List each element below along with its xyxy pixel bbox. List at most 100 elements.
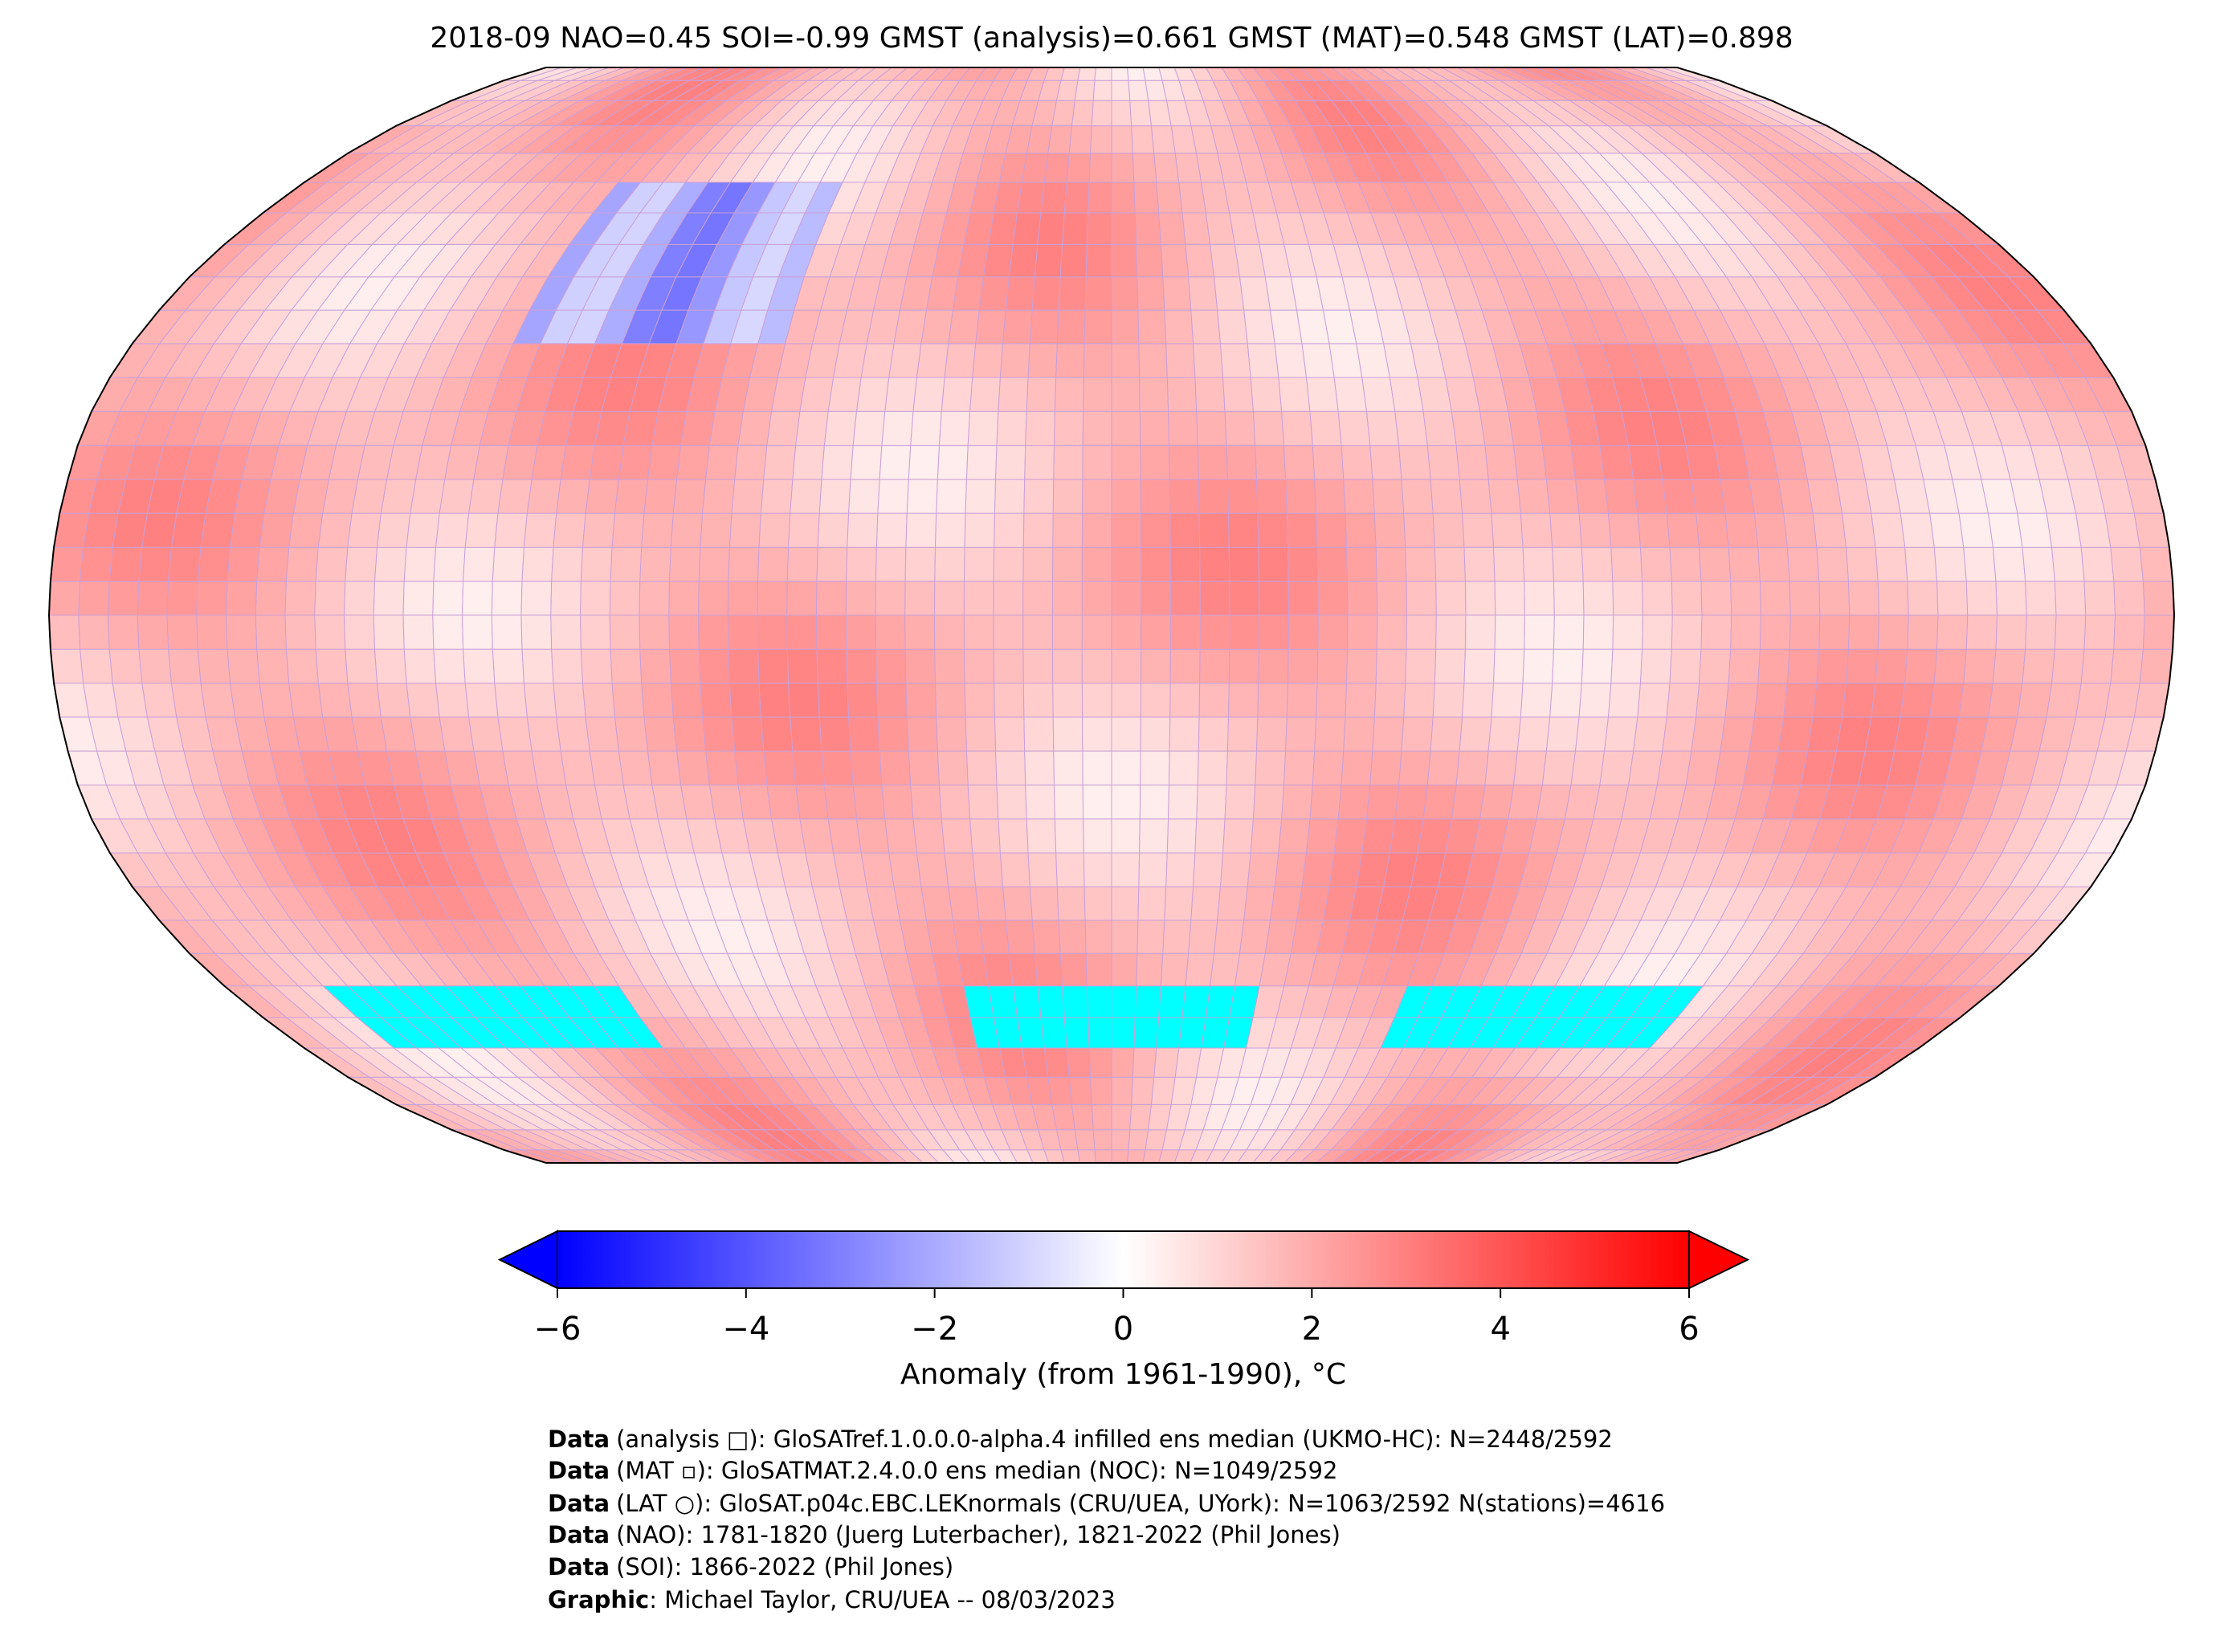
map-title: 2018-09 NAO=0.45 SOI=-0.99 GMST (analysi…: [430, 22, 1793, 55]
grid-cell: [1205, 67, 1231, 81]
grid-cell: [1522, 546, 1555, 582]
grid-cell: [1574, 479, 1610, 514]
grid-cell: [1900, 512, 1935, 548]
grid-cell: [772, 67, 815, 81]
grid-cell: [643, 479, 678, 514]
grid-cell: [964, 683, 996, 718]
grid-cell: [734, 445, 768, 480]
footer-line: Data (SOI): 1866-2022 (Phil Jones): [548, 1553, 953, 1581]
grid-cell: [255, 581, 287, 616]
grid-cell: [643, 716, 678, 752]
grid-cell: [1274, 852, 1308, 887]
grid-cell: [937, 445, 969, 480]
grid-cell: [1111, 1129, 1131, 1151]
grid-cell: [1140, 479, 1171, 514]
grid-cell: [1088, 1047, 1112, 1078]
grid-cell: [1494, 581, 1526, 616]
grid-cell: [1092, 1129, 1112, 1151]
grid-cell: [570, 67, 625, 81]
footer-line: Graphic: Michael Taylor, CRU/UEA -- 08/0…: [548, 1586, 1116, 1613]
grid-cell: [879, 445, 912, 480]
grid-cell: [702, 479, 736, 514]
grid-cell: [1582, 614, 1614, 650]
grid-cell: [1169, 512, 1201, 548]
grid-cell: [197, 648, 231, 684]
grid-cell: [1139, 410, 1170, 447]
grid-cell: [1777, 479, 1814, 514]
grid-cell: [906, 716, 938, 752]
grid-cell: [1435, 581, 1467, 616]
grid-cell: [1224, 784, 1256, 820]
grid-cell: [1111, 410, 1141, 447]
grid-cell: [1243, 886, 1275, 921]
map-outline: [47, 67, 2176, 1164]
grid-cell: [343, 614, 376, 650]
grid-cell: [1134, 212, 1161, 245]
grid-cell: [2017, 512, 2053, 548]
grid-cell: [2113, 614, 2145, 650]
grid-cell: [1111, 581, 1142, 616]
grid-cell: [468, 479, 504, 514]
grid-cell: [1907, 581, 1939, 616]
grid-cell: [526, 479, 561, 514]
grid-cell: [944, 852, 977, 887]
grid-cell: [957, 243, 990, 278]
grid-cell: [996, 410, 1027, 447]
grid-cell: [766, 784, 801, 820]
grid-cell: [1936, 614, 1969, 650]
grid-cell: [1786, 546, 1820, 582]
grid-cell: [1022, 512, 1054, 548]
grid-cell: [141, 683, 178, 718]
grid-cell: [860, 852, 895, 887]
grid-cell: [1724, 512, 1759, 548]
grid-cell: [1022, 546, 1054, 582]
grid-cell: [1190, 886, 1222, 921]
grid-cell: [1578, 512, 1612, 548]
grid-cell: [1128, 80, 1149, 101]
grid-cell: [1493, 546, 1525, 582]
footer-text: : Michael Taylor, CRU/UEA -- 08/03/2023: [649, 1586, 1116, 1613]
grid-cell: [1062, 212, 1089, 245]
grid-cell: [1464, 614, 1496, 650]
grid-cell: [855, 377, 890, 412]
grid-cell: [1132, 1047, 1157, 1078]
grid-cell: [1250, 818, 1283, 854]
grid-cell: [1403, 683, 1435, 718]
grid-cell: [668, 581, 700, 616]
grid-cell: [700, 683, 732, 718]
grid-cell: [1488, 67, 1534, 81]
grid-cell: [49, 581, 81, 616]
grid-cell: [520, 581, 553, 616]
grid-cell: [998, 818, 1029, 854]
grid-cell: [975, 309, 1006, 345]
grid-cell: [611, 683, 645, 718]
grid-cell: [585, 479, 619, 514]
grid-cell: [1462, 512, 1495, 548]
grid-cell: [1063, 182, 1090, 214]
grid-cell: [1081, 546, 1112, 582]
grid-cell: [1524, 614, 1555, 650]
grid-cell: [1610, 546, 1643, 582]
grid-cell: [881, 410, 914, 447]
grid-cell: [1283, 445, 1316, 480]
grid-cell: [912, 377, 945, 412]
grid-cell: [1401, 716, 1434, 752]
grid-cell: [1091, 100, 1112, 127]
grid-cell: [698, 546, 730, 582]
grid-cell: [910, 784, 942, 820]
grid-cell: [526, 716, 561, 752]
grid-cell: [1274, 343, 1308, 378]
grid-cell: [2080, 648, 2115, 684]
grid-cell: [852, 410, 886, 447]
grid-cell: [1929, 512, 1965, 548]
grid-cell: [1031, 920, 1061, 954]
grid-cell: [1243, 309, 1275, 345]
grid-cell: [1137, 886, 1167, 921]
grid-cell: [1669, 648, 1702, 684]
colorbar-tick-label: 2: [1302, 1311, 1322, 1348]
grid-cell: [1463, 648, 1496, 684]
colorbar-tick-label: 4: [1490, 1311, 1510, 1348]
colorbar: −6 −4 −2 0 2 4 6 Anomaly (from 1961-1990), °C: [497, 1230, 1750, 1391]
colorbar-tick-label: 6: [1679, 1311, 1699, 1348]
grid-cell: [604, 67, 656, 81]
